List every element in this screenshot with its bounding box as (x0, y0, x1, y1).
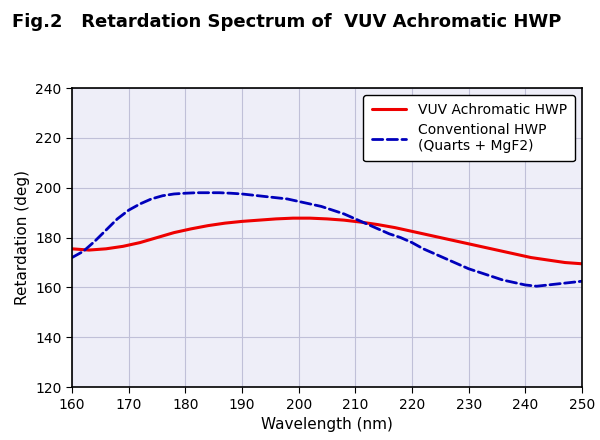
Conventional HWP
(Quarts + MgF2) (442, 256, 449, 261)
Conventional HWP
(Quarts + MgF2) (114, 216, 121, 221)
Conventional HWP
(Quarts + MgF2) (476, 270, 484, 275)
VUV Achromatic HWP (272, 216, 280, 221)
Conventional HWP
(Quarts + MgF2) (454, 261, 461, 266)
Y-axis label: Retardation (deg): Retardation (deg) (14, 170, 29, 305)
Conventional HWP
(Quarts + MgF2) (386, 231, 393, 236)
VUV Achromatic HWP (511, 251, 518, 257)
VUV Achromatic HWP (562, 260, 569, 265)
Conventional HWP
(Quarts + MgF2) (80, 249, 87, 254)
X-axis label: Wavelength (nm): Wavelength (nm) (261, 417, 393, 432)
Conventional HWP
(Quarts + MgF2) (431, 251, 438, 257)
VUV Achromatic HWP (527, 255, 535, 260)
Conventional HWP
(Quarts + MgF2) (148, 196, 155, 202)
Conventional HWP
(Quarts + MgF2) (352, 216, 359, 221)
VUV Achromatic HWP (374, 222, 382, 227)
Conventional HWP
(Quarts + MgF2) (193, 190, 200, 195)
Conventional HWP
(Quarts + MgF2) (205, 190, 212, 195)
Conventional HWP
(Quarts + MgF2) (567, 280, 574, 285)
Conventional HWP
(Quarts + MgF2) (216, 190, 223, 195)
VUV Achromatic HWP (493, 247, 500, 253)
Conventional HWP
(Quarts + MgF2) (420, 246, 427, 252)
Conventional HWP
(Quarts + MgF2) (465, 266, 472, 271)
Conventional HWP
(Quarts + MgF2) (182, 191, 189, 196)
VUV Achromatic HWP (289, 216, 296, 221)
Legend: VUV Achromatic HWP, Conventional HWP
(Quarts + MgF2): VUV Achromatic HWP, Conventional HWP (Qu… (364, 95, 575, 161)
Conventional HWP
(Quarts + MgF2) (397, 235, 404, 240)
VUV Achromatic HWP (391, 225, 398, 230)
Conventional HWP
(Quarts + MgF2) (238, 191, 245, 197)
Conventional HWP
(Quarts + MgF2) (374, 226, 382, 231)
Conventional HWP
(Quarts + MgF2) (363, 221, 370, 227)
VUV Achromatic HWP (358, 220, 365, 225)
VUV Achromatic HWP (170, 230, 178, 235)
VUV Achromatic HWP (256, 217, 263, 223)
Conventional HWP
(Quarts + MgF2) (409, 240, 416, 245)
Conventional HWP
(Quarts + MgF2) (544, 282, 551, 288)
VUV Achromatic HWP (323, 216, 331, 221)
VUV Achromatic HWP (154, 235, 161, 240)
Conventional HWP
(Quarts + MgF2) (307, 202, 314, 207)
VUV Achromatic HWP (221, 220, 229, 226)
Conventional HWP
(Quarts + MgF2) (170, 191, 178, 197)
Line: Conventional HWP
(Quarts + MgF2): Conventional HWP (Quarts + MgF2) (72, 193, 582, 286)
Conventional HWP
(Quarts + MgF2) (522, 282, 529, 288)
VUV Achromatic HWP (85, 247, 92, 253)
VUV Achromatic HWP (476, 244, 484, 249)
VUV Achromatic HWP (187, 226, 194, 231)
Conventional HWP
(Quarts + MgF2) (488, 274, 495, 279)
Conventional HWP
(Quarts + MgF2) (103, 227, 110, 233)
Conventional HWP
(Quarts + MgF2) (136, 202, 143, 207)
Conventional HWP
(Quarts + MgF2) (272, 195, 280, 200)
Conventional HWP
(Quarts + MgF2) (329, 208, 336, 213)
Conventional HWP
(Quarts + MgF2) (284, 196, 291, 202)
VUV Achromatic HWP (544, 257, 551, 263)
Line: VUV Achromatic HWP: VUV Achromatic HWP (72, 218, 582, 264)
VUV Achromatic HWP (205, 223, 212, 228)
VUV Achromatic HWP (136, 240, 143, 245)
Conventional HWP
(Quarts + MgF2) (125, 208, 132, 213)
VUV Achromatic HWP (307, 216, 314, 221)
VUV Achromatic HWP (340, 217, 347, 223)
Conventional HWP
(Quarts + MgF2) (556, 281, 563, 286)
VUV Achromatic HWP (238, 219, 245, 224)
Conventional HWP
(Quarts + MgF2) (159, 193, 166, 198)
Conventional HWP
(Quarts + MgF2) (261, 194, 268, 199)
Conventional HWP
(Quarts + MgF2) (91, 238, 98, 244)
Conventional HWP
(Quarts + MgF2) (318, 204, 325, 209)
VUV Achromatic HWP (409, 229, 416, 234)
Conventional HWP
(Quarts + MgF2) (68, 255, 76, 260)
VUV Achromatic HWP (578, 261, 586, 266)
Conventional HWP
(Quarts + MgF2) (578, 279, 586, 284)
VUV Achromatic HWP (442, 236, 449, 242)
VUV Achromatic HWP (119, 244, 127, 249)
Conventional HWP
(Quarts + MgF2) (250, 193, 257, 198)
VUV Achromatic HWP (460, 240, 467, 245)
Conventional HWP
(Quarts + MgF2) (227, 191, 234, 196)
Conventional HWP
(Quarts + MgF2) (340, 211, 347, 216)
VUV Achromatic HWP (68, 246, 76, 252)
Conventional HWP
(Quarts + MgF2) (511, 280, 518, 285)
Conventional HWP
(Quarts + MgF2) (295, 199, 302, 204)
Conventional HWP
(Quarts + MgF2) (533, 283, 540, 289)
Conventional HWP
(Quarts + MgF2) (499, 277, 506, 282)
Text: Fig.2   Retardation Spectrum of  VUV Achromatic HWP: Fig.2 Retardation Spectrum of VUV Achrom… (12, 13, 562, 31)
VUV Achromatic HWP (425, 232, 433, 238)
VUV Achromatic HWP (103, 246, 110, 252)
